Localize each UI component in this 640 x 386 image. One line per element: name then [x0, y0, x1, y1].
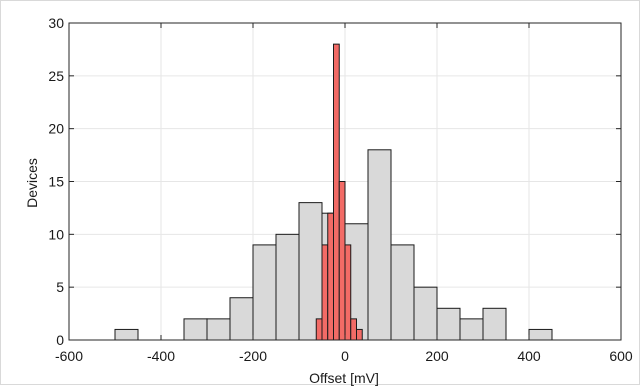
series-0-bar-7	[275, 233, 300, 341]
x-tick-label-5: 400	[517, 348, 541, 364]
series-0-bar-15	[459, 318, 484, 341]
series-0-bar-18	[528, 328, 553, 341]
series-1-bar-3	[333, 43, 340, 341]
y-tick-label-2: 10	[48, 226, 64, 242]
series-0-bar-13	[413, 286, 438, 341]
y-tick-label-4: 20	[48, 121, 64, 137]
series-0-bar-14	[436, 307, 461, 341]
series-1-bar-0	[315, 318, 323, 341]
y-tick-label-0: 0	[56, 332, 64, 348]
series-0-bar-5	[229, 297, 254, 341]
y-axis-label: Devices	[24, 158, 40, 208]
y-tick-label-3: 15	[48, 174, 64, 190]
series-1-bar-5	[344, 244, 352, 341]
series-0-bar-12	[390, 244, 415, 341]
y-tick-label-6: 30	[48, 15, 64, 31]
series-0-bar-0	[114, 328, 139, 341]
series-0-bar-16	[482, 307, 507, 341]
series-1-bar-1	[321, 244, 329, 341]
y-tick-label-1: 5	[56, 279, 64, 295]
x-tick-label-4: 200	[425, 348, 449, 364]
x-axis-label: Offset [mV]	[309, 370, 379, 386]
x-tick-label-3: 0	[341, 348, 349, 364]
x-tick-label-6: 600	[609, 348, 633, 364]
series-0-bar-6	[252, 244, 277, 341]
labels-layer: Offset [mV] Devices -600 -400 -200 0 200 400 6…	[24, 15, 633, 386]
series-0-bar-3	[183, 318, 208, 341]
series-1-bar-2	[327, 212, 334, 341]
series-1-bar-4	[338, 181, 346, 341]
x-tick-label-0: -600	[55, 348, 83, 364]
series-0-bar-11	[367, 149, 392, 341]
x-tick-label-1: -400	[147, 348, 175, 364]
series-1-bar-6	[350, 318, 357, 341]
bars-layer	[114, 43, 553, 341]
series-1-bar-7	[356, 328, 363, 341]
y-tick-label-5: 25	[48, 68, 64, 84]
x-tick-label-2: -200	[239, 348, 267, 364]
series-0-bar-4	[206, 318, 231, 341]
axes-layer	[68, 22, 622, 341]
